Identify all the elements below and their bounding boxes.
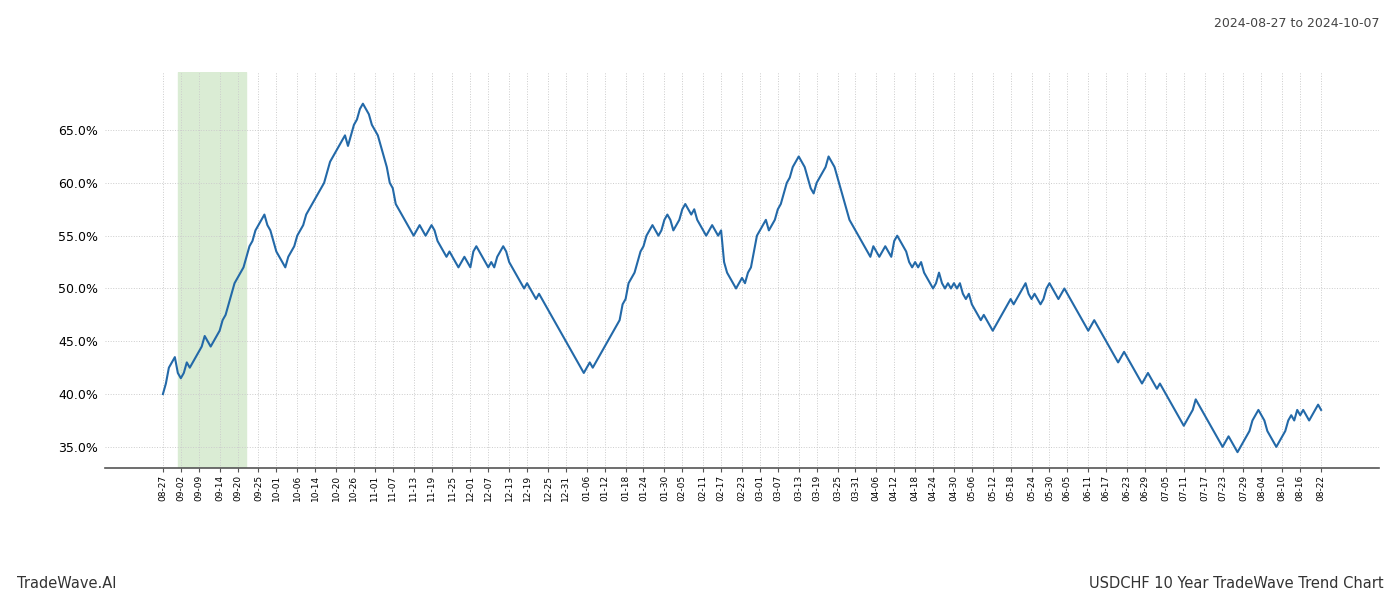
Text: TradeWave.AI: TradeWave.AI [17,576,116,591]
Bar [178,72,246,468]
Text: 2024-08-27 to 2024-10-07: 2024-08-27 to 2024-10-07 [1214,17,1379,30]
Text: USDCHF 10 Year TradeWave Trend Chart: USDCHF 10 Year TradeWave Trend Chart [1089,576,1383,591]
